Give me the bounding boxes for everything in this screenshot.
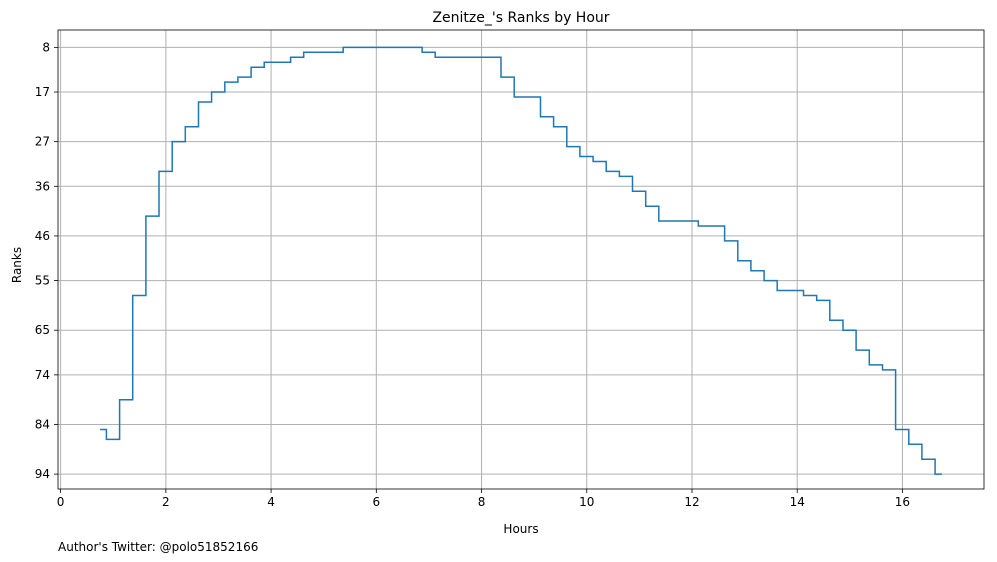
x-tick-label: 12 (684, 495, 699, 509)
y-tick-label: 84 (35, 417, 50, 431)
x-tick-label: 8 (478, 495, 486, 509)
y-tick-label: 8 (42, 40, 50, 54)
y-tick-label: 46 (35, 229, 50, 243)
x-tick-label: 2 (162, 495, 170, 509)
x-tick-label: 16 (895, 495, 910, 509)
plot-frame (57, 29, 985, 490)
y-tick-label: 94 (35, 467, 50, 481)
y-tick-label: 65 (35, 323, 50, 337)
y-axis-title: Ranks (10, 247, 24, 283)
x-tick-label: 14 (790, 495, 805, 509)
y-tick-label: 36 (35, 179, 50, 193)
x-axis-title: Hours (503, 522, 538, 536)
y-tick-label: 17 (35, 85, 50, 99)
y-axis-ticks: 8 17 27 36 46 55 65 74 84 94 (35, 40, 58, 481)
x-tick-label: 0 (57, 495, 65, 509)
author-footnote: Author's Twitter: @polo51852166 (58, 540, 258, 554)
x-tick-label: 10 (579, 495, 594, 509)
x-axis-ticks: 0 2 4 6 8 10 12 14 16 (57, 489, 910, 509)
y-tick-label: 74 (35, 368, 50, 382)
chart-title: Zenitze_'s Ranks by Hour (432, 10, 609, 26)
rank-step-line (100, 46, 942, 475)
x-tick-label: 6 (372, 495, 380, 509)
x-tick-label: 4 (267, 495, 275, 509)
y-tick-label: 55 (35, 274, 50, 288)
grid-lines (58, 30, 984, 489)
y-tick-label: 27 (35, 135, 50, 149)
